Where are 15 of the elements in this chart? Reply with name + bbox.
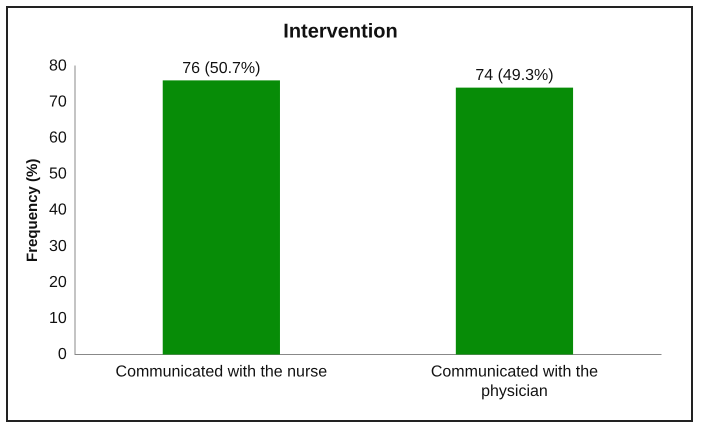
y-tick-label: 80 xyxy=(49,57,67,74)
chart-title: Intervention xyxy=(283,20,398,43)
data-label: 74 (49.3%) xyxy=(475,67,554,84)
y-tick-label: 50 xyxy=(49,166,67,183)
y-tick-label: 10 xyxy=(49,310,67,327)
x-tick-label: Communicated with the physician xyxy=(430,364,598,400)
y-tick-label: 70 xyxy=(49,93,67,110)
y-tick-label: 0 xyxy=(58,346,67,364)
y-axis-title: Frequency (%) xyxy=(24,158,42,262)
data-label: 76 (50.7%) xyxy=(182,60,260,77)
y-tick-label: 30 xyxy=(49,238,67,255)
y-tick-label: 40 xyxy=(49,202,67,219)
y-tick-label: 20 xyxy=(49,274,67,291)
x-tick-label: Communicated with the nurse xyxy=(116,364,328,381)
y-tick-label: 60 xyxy=(49,130,67,147)
